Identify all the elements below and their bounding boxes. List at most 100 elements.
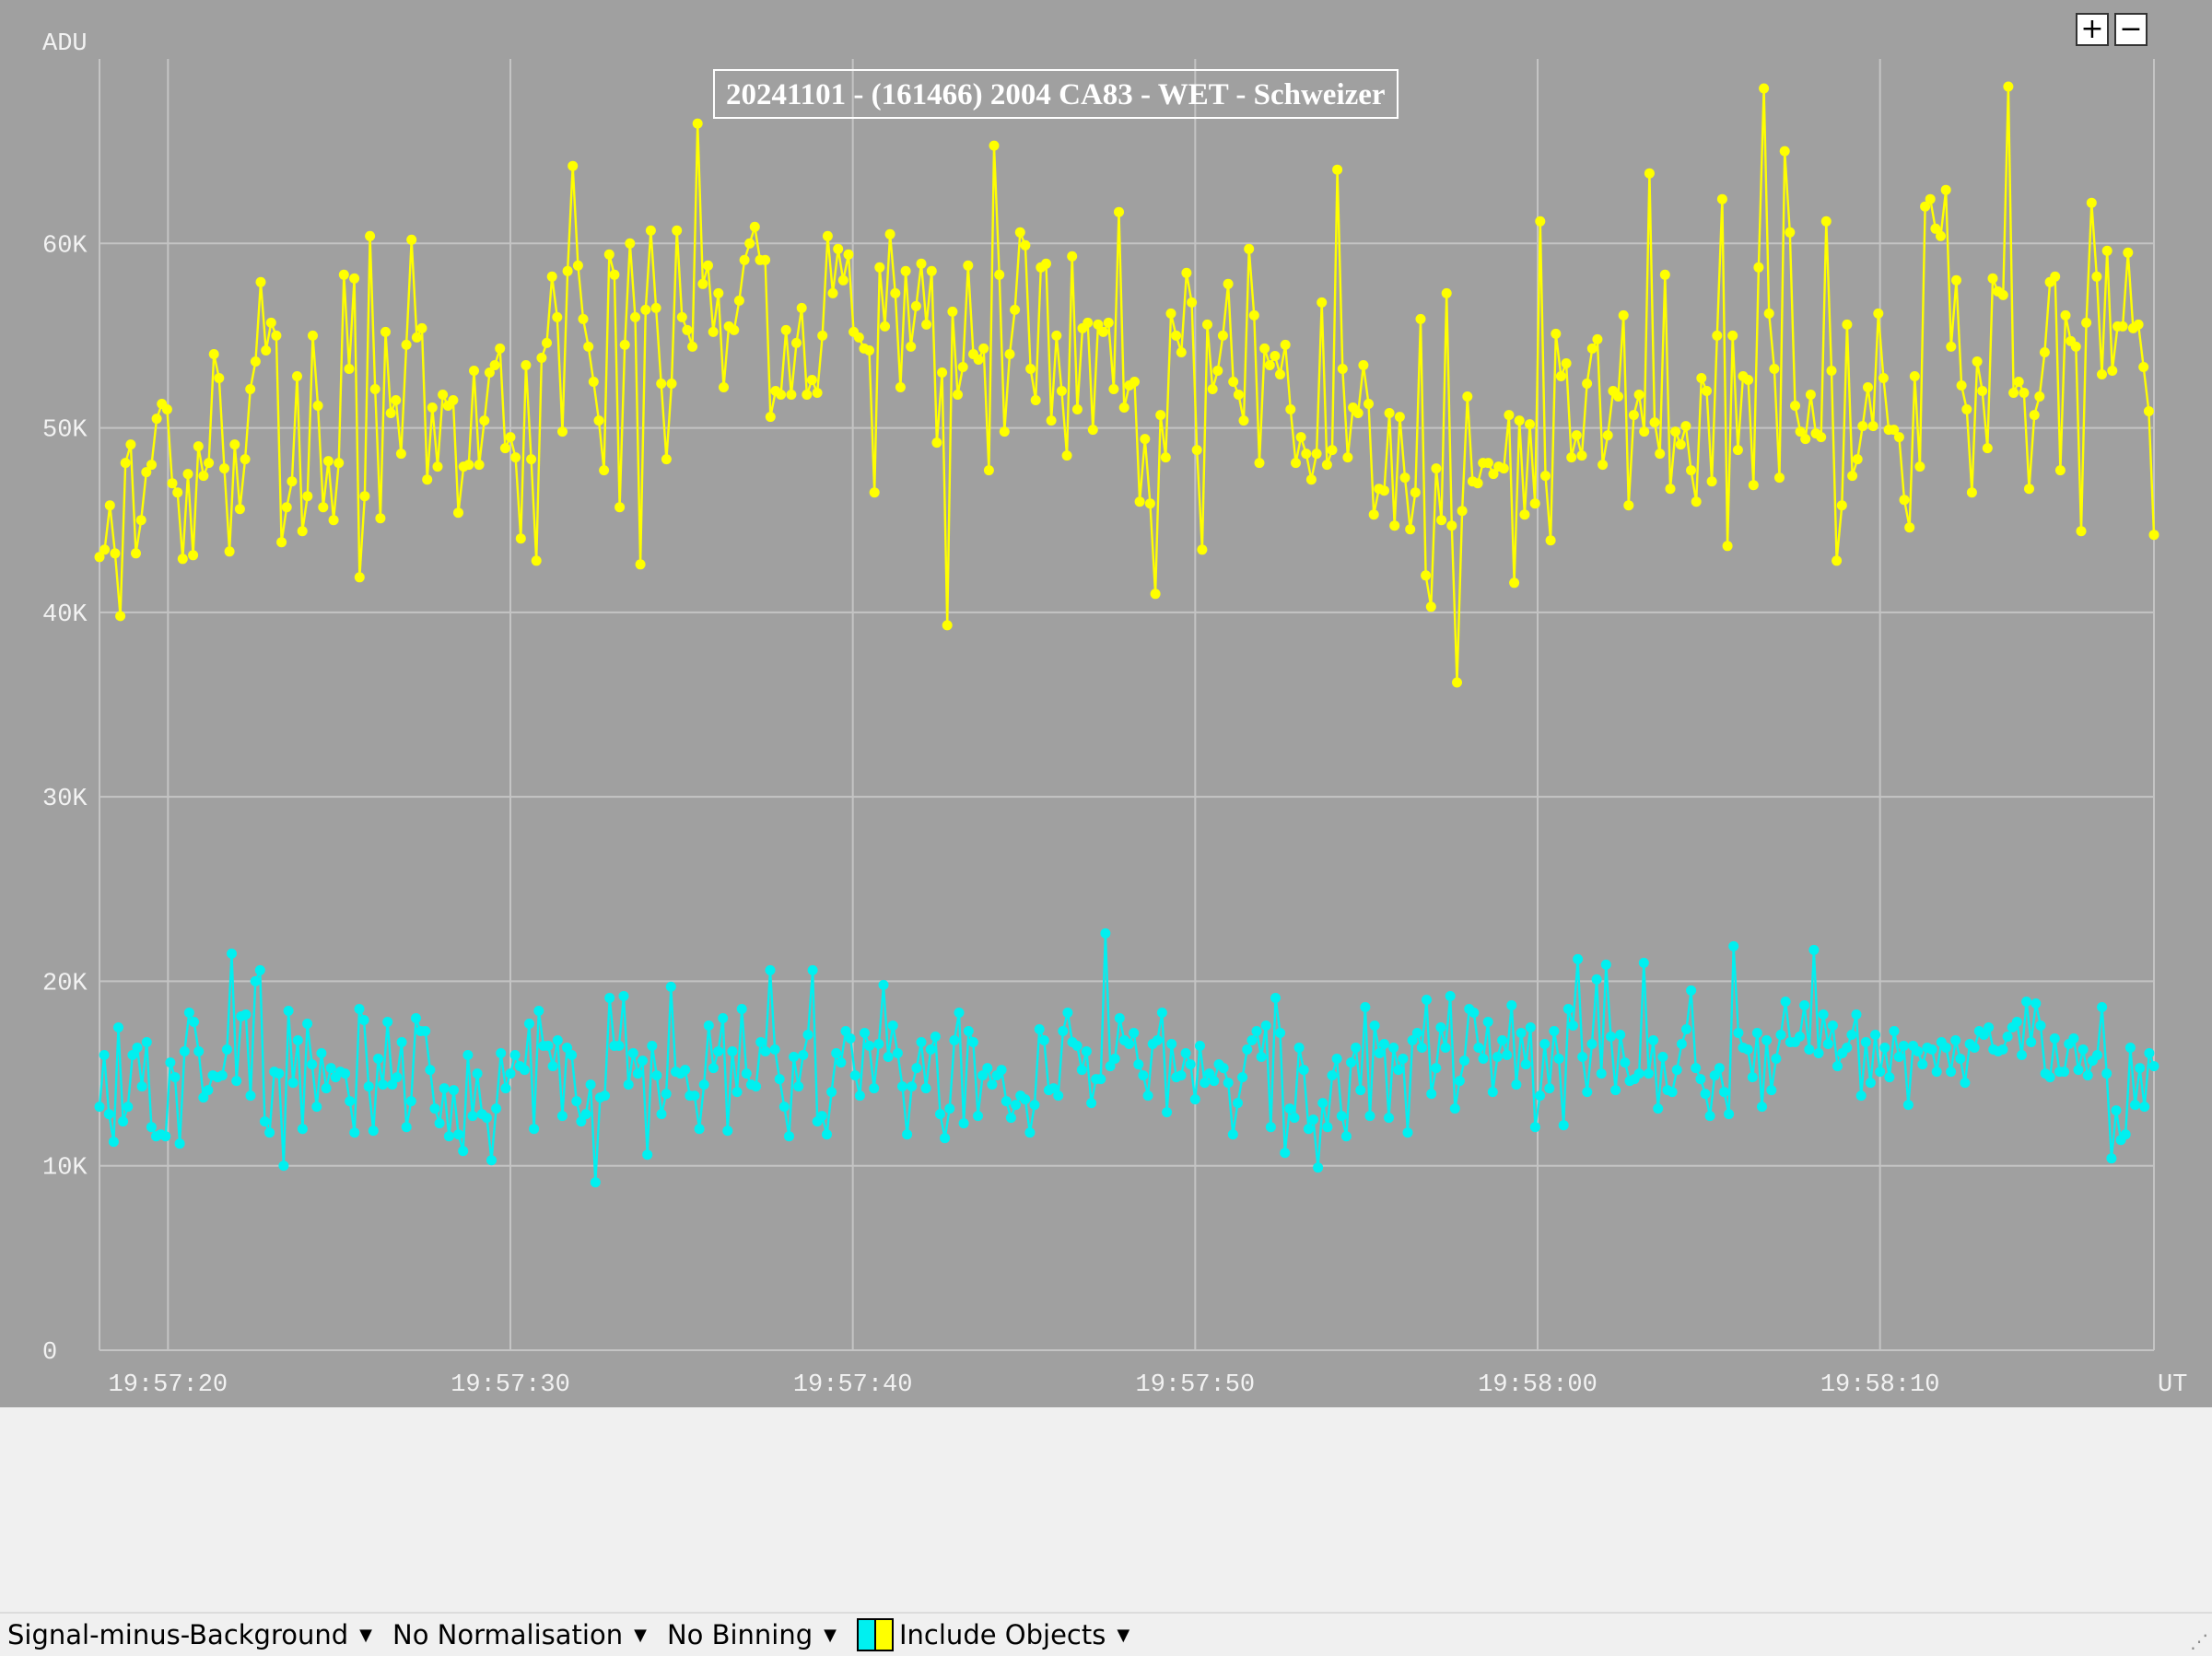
data-point xyxy=(1873,308,1884,319)
data-point xyxy=(1842,1043,1853,1053)
data-point xyxy=(552,311,563,322)
data-point xyxy=(1067,251,1078,262)
zoom-in-button[interactable]: + xyxy=(2076,13,2109,46)
data-point xyxy=(1322,1122,1333,1133)
data-point xyxy=(1875,1067,1886,1078)
data-point xyxy=(448,395,459,405)
y-tick-label: 40K xyxy=(42,601,88,629)
zoom-out-button[interactable]: − xyxy=(2114,13,2148,46)
data-point xyxy=(864,345,874,356)
data-point xyxy=(1879,1043,1890,1053)
data-point xyxy=(1411,1028,1422,1038)
data-point xyxy=(547,1061,558,1072)
data-point xyxy=(1165,308,1176,319)
data-point xyxy=(193,441,204,452)
x-tick-label: 19:57:50 xyxy=(1136,1371,1256,1399)
data-point xyxy=(676,311,687,322)
data-point xyxy=(1902,1100,1914,1111)
data-point xyxy=(542,337,552,348)
data-point xyxy=(2017,1050,2027,1060)
data-point xyxy=(358,1015,369,1025)
data-point xyxy=(713,1046,724,1056)
data-point xyxy=(141,1037,152,1047)
data-point xyxy=(1774,472,1785,484)
binning-dropdown[interactable]: No Binning ▼ xyxy=(667,1619,837,1650)
data-point xyxy=(1384,1113,1394,1124)
data-point xyxy=(1041,258,1051,269)
data-point xyxy=(188,550,199,561)
data-point xyxy=(1133,1059,1144,1070)
data-point xyxy=(1769,364,1780,374)
data-point xyxy=(1680,421,1691,432)
data-point xyxy=(250,975,261,986)
data-point xyxy=(1633,390,1644,400)
data-point xyxy=(203,1085,214,1096)
data-point xyxy=(1317,297,1328,308)
x-axis-label: UT xyxy=(2158,1371,2187,1399)
data-point xyxy=(1482,1017,1493,1027)
resize-grip-icon[interactable]: ⋰ xyxy=(2190,1630,2208,1652)
data-point xyxy=(1293,1043,1305,1053)
data-point xyxy=(328,515,339,526)
data-point xyxy=(1598,460,1609,471)
plot-panel[interactable]: 0 10K 20K 30K 40K 50K 60K 19:57:20 19:57:30 19:57… xyxy=(0,0,2212,1407)
normalisation-dropdown[interactable]: No Normalisation ▼ xyxy=(392,1619,647,1650)
data-point xyxy=(1426,1089,1437,1100)
data-point xyxy=(1644,1068,1654,1079)
data-point xyxy=(694,1124,705,1135)
data-point xyxy=(1997,1044,2008,1055)
lightcurve-chart[interactable]: 0 10K 20K 30K 40K 50K 60K 19:57:20 19:57:30 19:57… xyxy=(0,0,2212,1407)
data-point xyxy=(2060,309,2071,321)
data-point xyxy=(338,269,349,280)
data-point xyxy=(1960,1078,1971,1089)
data-point xyxy=(1576,450,1587,461)
data-point xyxy=(982,1063,993,1074)
data-point xyxy=(224,546,235,557)
data-point xyxy=(958,1118,969,1129)
data-point xyxy=(619,339,630,350)
data-point xyxy=(1295,432,1306,443)
data-point xyxy=(1851,1009,1862,1020)
data-point xyxy=(1410,487,1421,498)
data-point xyxy=(1686,985,1697,996)
x-tick-label: 19:57:30 xyxy=(451,1371,570,1399)
data-point xyxy=(853,332,864,343)
data-point xyxy=(806,375,817,385)
data-point xyxy=(151,414,162,425)
data-point xyxy=(1665,484,1676,495)
data-point xyxy=(1048,1083,1059,1094)
zoom-controls: + − xyxy=(2076,13,2148,46)
data-point xyxy=(104,500,115,511)
data-point xyxy=(1863,382,1873,392)
data-point xyxy=(281,502,292,513)
data-point xyxy=(2054,465,2066,476)
data-point xyxy=(2101,1068,2113,1079)
include-objects-dropdown[interactable]: Include Objects ▼ xyxy=(857,1618,1129,1651)
data-point xyxy=(837,274,849,286)
data-point xyxy=(2111,1105,2122,1116)
data-point xyxy=(1223,1078,1234,1089)
data-point xyxy=(170,1072,181,1083)
data-point xyxy=(189,1017,199,1027)
y-tick-label: 20K xyxy=(42,970,88,997)
data-point xyxy=(245,384,256,394)
data-point xyxy=(499,443,510,454)
data-point xyxy=(411,1013,421,1023)
data-point xyxy=(2049,1033,2060,1044)
data-point xyxy=(600,1090,610,1102)
signal-mode-dropdown[interactable]: Signal-minus-Background ▼ xyxy=(7,1619,372,1650)
data-point xyxy=(439,1083,450,1094)
data-point xyxy=(957,362,968,372)
data-point xyxy=(1416,1043,1427,1053)
data-point xyxy=(1592,333,1603,344)
data-point xyxy=(1771,1054,1782,1064)
data-point xyxy=(1657,1052,1668,1062)
data-point xyxy=(630,311,640,322)
data-point xyxy=(2076,526,2087,537)
data-point xyxy=(874,262,885,273)
data-point xyxy=(349,1127,360,1138)
data-point xyxy=(443,1131,454,1142)
data-point xyxy=(99,544,111,555)
data-point xyxy=(789,1052,800,1062)
data-point xyxy=(776,390,787,400)
